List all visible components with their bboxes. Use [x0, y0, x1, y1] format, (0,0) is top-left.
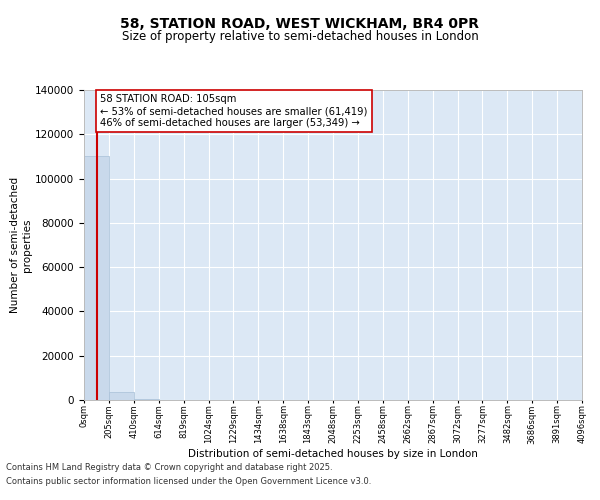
Bar [84, 156, 109, 400]
Text: Size of property relative to semi-detached houses in London: Size of property relative to semi-detach… [122, 30, 478, 43]
X-axis label: Distribution of semi-detached houses by size in London: Distribution of semi-detached houses by … [188, 449, 478, 459]
Text: 58, STATION ROAD, WEST WICKHAM, BR4 0PR: 58, STATION ROAD, WEST WICKHAM, BR4 0PR [121, 18, 479, 32]
Text: Contains HM Land Registry data © Crown copyright and database right 2025.: Contains HM Land Registry data © Crown c… [6, 464, 332, 472]
Bar [109, 392, 134, 400]
Y-axis label: Number of semi-detached
properties: Number of semi-detached properties [10, 177, 32, 313]
Text: Contains public sector information licensed under the Open Government Licence v3: Contains public sector information licen… [6, 477, 371, 486]
Bar [134, 399, 158, 400]
Text: 58 STATION ROAD: 105sqm
← 53% of semi-detached houses are smaller (61,419)
46% o: 58 STATION ROAD: 105sqm ← 53% of semi-de… [100, 94, 368, 128]
